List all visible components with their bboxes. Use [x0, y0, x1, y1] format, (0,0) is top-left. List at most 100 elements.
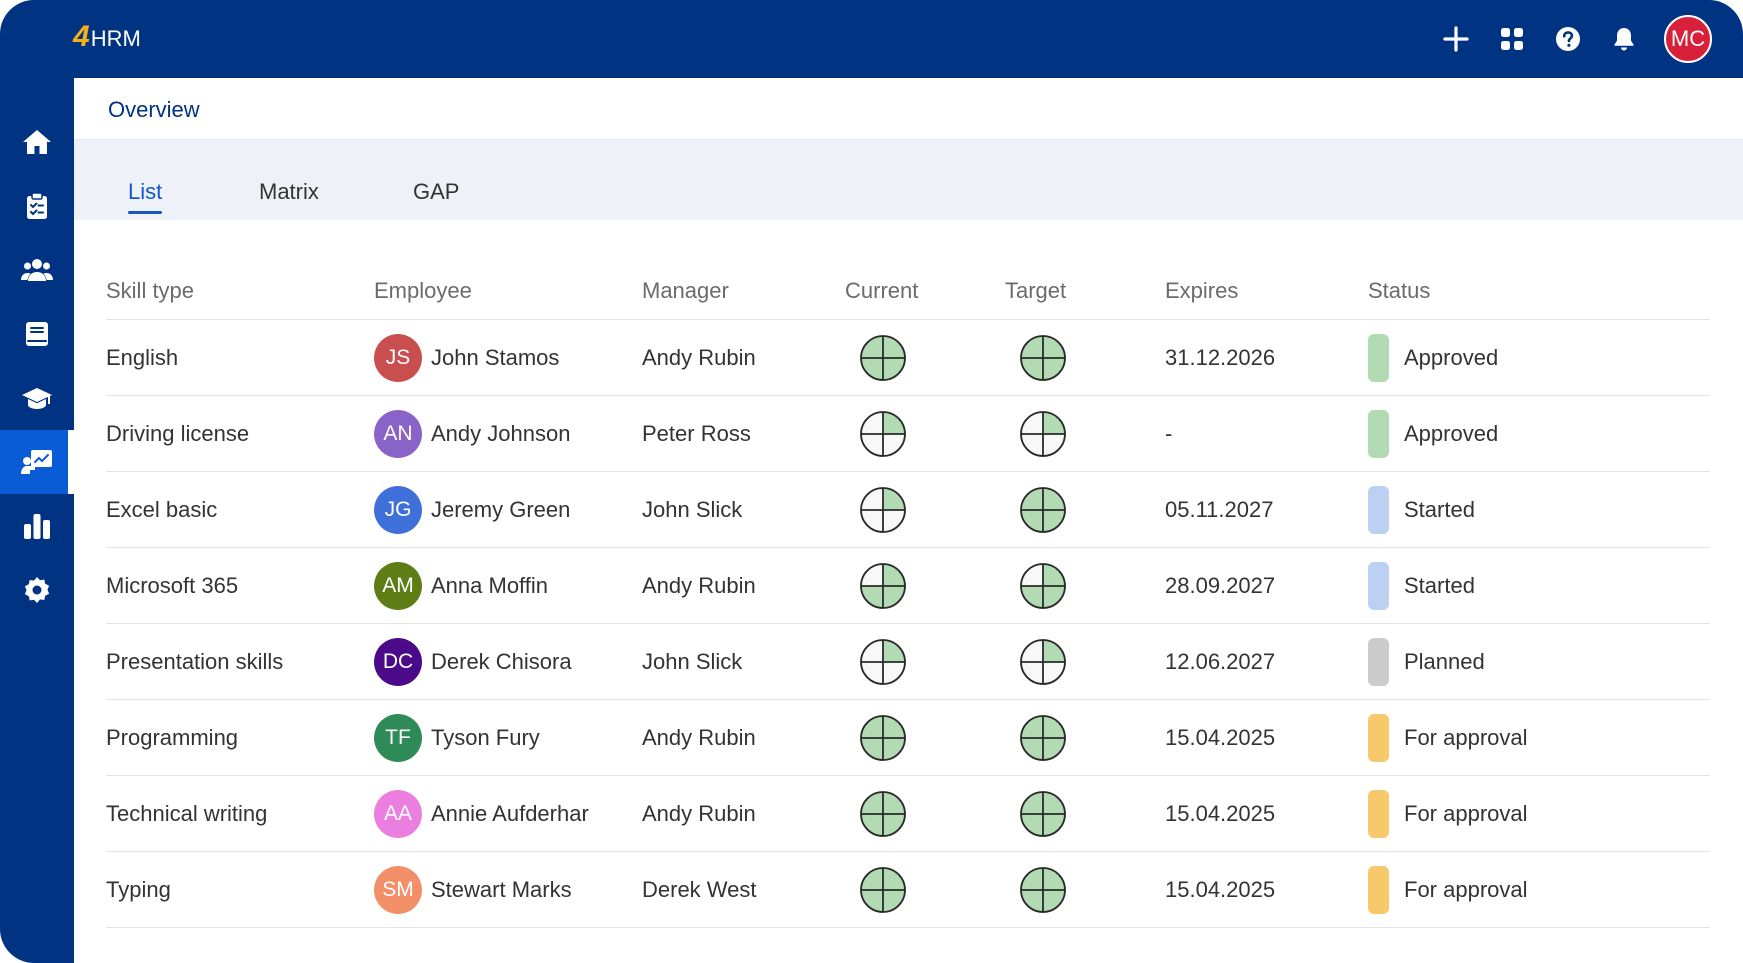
tab-gap[interactable]: GAP — [413, 179, 459, 205]
employee-avatar[interactable]: AM — [374, 562, 422, 610]
book-icon — [26, 322, 48, 346]
status-color-chip — [1368, 714, 1389, 762]
status-color-chip — [1368, 334, 1389, 382]
user-avatar[interactable]: MC — [1664, 15, 1712, 63]
column-header-skill-type[interactable]: Skill type — [106, 278, 195, 303]
app-logo[interactable]: 4 HRM — [73, 22, 141, 52]
skill-type: Typing — [106, 877, 171, 902]
status-color-chip — [1368, 866, 1389, 914]
manager-name: Andy Rubin — [642, 345, 756, 370]
sidebar-item-tasks[interactable] — [0, 174, 74, 238]
employee-avatar[interactable]: AA — [374, 790, 422, 838]
skill-type-cell: Typing — [106, 852, 171, 928]
table-row[interactable]: Programming TF Tyson Fury Andy Rubin 15.… — [106, 700, 1710, 776]
employee-cell: JS John Stamos — [374, 320, 559, 396]
sidebar-item-home[interactable] — [0, 110, 74, 174]
help-icon[interactable] — [1552, 23, 1584, 55]
table-row[interactable]: English JS John Stamos Andy Rubin 31.12.… — [106, 320, 1710, 396]
current-level-cell — [859, 700, 907, 776]
column-header-expires[interactable]: Expires — [1165, 278, 1239, 303]
home-icon — [23, 130, 51, 154]
manager-cell: John Slick — [642, 624, 742, 700]
column-header-current[interactable]: Current — [845, 278, 919, 303]
skill-type-cell: Technical writing — [106, 776, 267, 852]
current-level-gauge-icon — [860, 411, 906, 457]
sidebar-item-skills[interactable] — [0, 430, 74, 494]
employee-cell: SM Stewart Marks — [374, 852, 572, 928]
target-level-cell — [1019, 776, 1067, 852]
status-cell: For approval — [1368, 700, 1528, 776]
employee-cell: AA Annie Aufderhar — [374, 776, 589, 852]
expires-cell: 12.06.2027 — [1165, 624, 1275, 700]
apps-grid-icon[interactable] — [1496, 23, 1528, 55]
employee-name[interactable]: Anna Moffin — [431, 573, 549, 598]
target-level-gauge-icon — [1020, 335, 1066, 381]
employee-avatar[interactable]: JS — [374, 334, 422, 382]
table-row[interactable]: Microsoft 365 AM Anna Moffin Andy Rubin … — [106, 548, 1710, 624]
current-level-cell — [859, 472, 907, 548]
target-level-cell — [1019, 472, 1067, 548]
status-label: For approval — [1404, 877, 1528, 902]
employee-name[interactable]: John Stamos — [431, 345, 560, 370]
table-row[interactable]: Excel basic JG Jeremy Green John Slick 0… — [106, 472, 1710, 548]
target-level-gauge-icon — [1020, 867, 1066, 913]
status-label: Approved — [1404, 345, 1499, 370]
sidebar — [0, 78, 74, 963]
employee-cell: JG Jeremy Green — [374, 472, 570, 548]
column-header-status[interactable]: Status — [1368, 278, 1431, 303]
logo-text: HRM — [90, 26, 141, 51]
current-level-gauge-icon — [860, 563, 906, 609]
bell-icon[interactable] — [1608, 23, 1640, 55]
sidebar-item-people[interactable] — [0, 238, 74, 302]
employee-avatar[interactable]: JG — [374, 486, 422, 534]
status-cell: For approval — [1368, 776, 1528, 852]
table-row[interactable]: Presentation skills DC Derek Chisora Joh… — [106, 624, 1710, 700]
employee-avatar[interactable]: TF — [374, 714, 422, 762]
table-row[interactable]: Technical writing AA Annie Aufderhar And… — [106, 776, 1710, 852]
status-cell: Started — [1368, 548, 1475, 624]
target-level-gauge-icon — [1020, 487, 1066, 533]
column-header-target[interactable]: Target — [1005, 278, 1067, 303]
manager-cell: Andy Rubin — [642, 776, 756, 852]
expires-date: 15.04.2025 — [1165, 801, 1276, 826]
current-level-gauge-icon — [860, 715, 906, 761]
table-row[interactable]: Typing SM Stewart Marks Derek West 15.04… — [106, 852, 1710, 928]
employee-name[interactable]: Derek Chisora — [431, 649, 572, 674]
status-color-chip — [1368, 486, 1389, 534]
employee-name[interactable]: Andy Johnson — [431, 421, 571, 446]
employee-avatar[interactable]: AN — [374, 410, 422, 458]
active-tab-indicator — [128, 211, 163, 214]
employee-name[interactable]: Jeremy Green — [431, 497, 571, 522]
expires-date: 15.04.2025 — [1165, 877, 1276, 902]
manager-cell: John Slick — [642, 472, 742, 548]
column-header-employee[interactable]: Employee — [374, 278, 472, 303]
tab-list[interactable]: List — [128, 179, 163, 214]
employee-avatar[interactable]: SM — [374, 866, 422, 914]
status-cell: Started — [1368, 472, 1475, 548]
breadcrumb[interactable]: Overview — [108, 97, 200, 122]
expires-cell: 31.12.2026 — [1165, 320, 1275, 396]
employee-cell: AM Anna Moffin — [374, 548, 548, 624]
skill-type: Excel basic — [106, 497, 218, 522]
plus-icon[interactable] — [1440, 23, 1472, 55]
sidebar-item-library[interactable] — [0, 302, 74, 366]
column-header-manager[interactable]: Manager — [642, 278, 729, 303]
people-icon — [21, 259, 53, 281]
employee-name[interactable]: Annie Aufderhar — [431, 801, 589, 826]
employee-cell: AN Andy Johnson — [374, 396, 570, 472]
sidebar-item-training[interactable] — [0, 366, 74, 430]
employee-avatar[interactable]: DC — [374, 638, 422, 686]
target-level-gauge-icon — [1020, 411, 1066, 457]
table-row[interactable]: Driving license AN Andy Johnson Peter Ro… — [106, 396, 1710, 472]
sidebar-item-settings[interactable] — [0, 558, 74, 622]
sidebar-item-reports[interactable] — [0, 494, 74, 558]
current-level-cell — [859, 548, 907, 624]
manager-name: Derek West — [642, 877, 757, 902]
status-color-chip — [1368, 638, 1389, 686]
manager-cell: Peter Ross — [642, 396, 751, 472]
employee-name[interactable]: Stewart Marks — [431, 877, 572, 902]
tab-matrix[interactable]: Matrix — [259, 179, 319, 205]
status-cell: Approved — [1368, 320, 1498, 396]
employee-name[interactable]: Tyson Fury — [431, 725, 540, 750]
status-label: Planned — [1404, 649, 1485, 674]
